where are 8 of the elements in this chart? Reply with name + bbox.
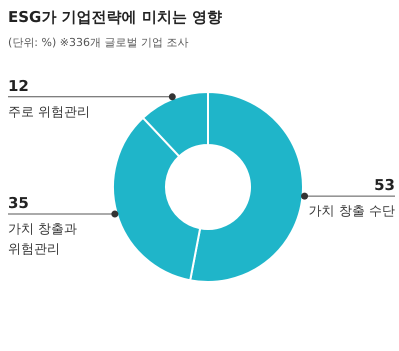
data-label: 35 (8, 194, 29, 212)
slice-label: 가치 창출 수단 (308, 204, 395, 220)
data-label: 12 (8, 76, 29, 95)
chart-subtitle: (단위: %) ※336개 글로벌 기업 조사 (8, 36, 188, 49)
chart-title: ESG가 기업전략에 미치는 영향 (8, 8, 222, 26)
slice-label: 가치 창출과 위험관리 (8, 222, 78, 258)
slice-label: 주로 위험관리 (8, 104, 90, 120)
data-label: 53 (374, 176, 395, 194)
